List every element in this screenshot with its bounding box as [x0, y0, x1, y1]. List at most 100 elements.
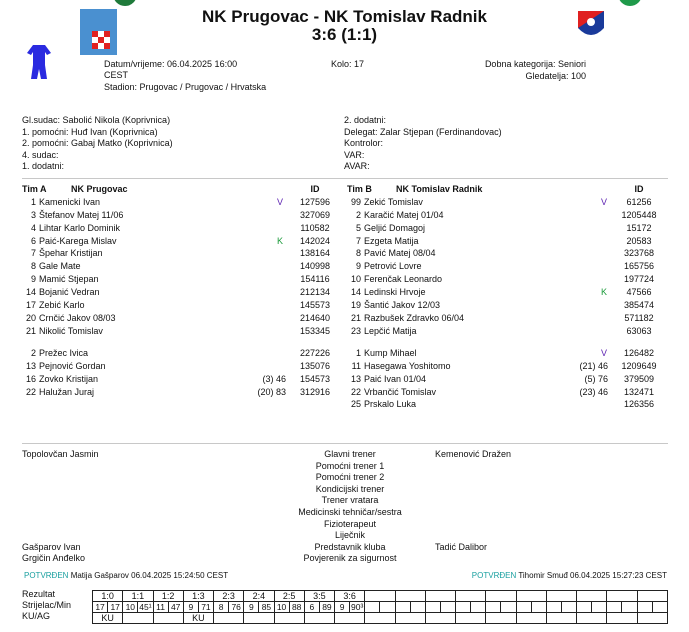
staff-role: Fizioterapeut	[323, 518, 377, 529]
player-row[interactable]: 6 Paić-Karega Mislav K 142024	[0, 236, 689, 248]
player-number: 17	[25, 299, 36, 310]
player-id: 323768	[623, 248, 655, 259]
player-name: Prskalo Luka	[364, 399, 417, 410]
player-row[interactable]: 1 Kamenicki Ivan V 127596	[0, 197, 689, 209]
player-row[interactable]: 9 Mamić Stjepan 154116	[0, 274, 689, 286]
match-stadium: Stadion: Prugovac / Prugovac / Hrvatska	[104, 82, 267, 92]
player-name: Razbušek Zdravko 06/04	[364, 312, 465, 323]
player-number: 7	[30, 248, 36, 259]
ku-ag-cell	[303, 612, 336, 624]
goal-minute	[653, 602, 667, 612]
staff-role: Glavni trener	[324, 449, 376, 459]
match-score: 3:6 (1:1)	[311, 25, 378, 44]
result-cell	[606, 590, 638, 602]
player-row[interactable]: 13 Paić Ivan 01/04 (5) 76 379509	[0, 374, 689, 386]
spectators: Gledatelja: 100	[525, 71, 586, 81]
player-row[interactable]: 7 Špehar Kristijan 138164	[0, 248, 689, 260]
scorer-number: 6	[305, 602, 320, 612]
player-id: 154116	[300, 274, 330, 285]
staff-role: Povjerenik za sigurnost	[303, 553, 397, 564]
match-timezone: CEST	[104, 70, 129, 80]
goals-label-result: Rezultat	[22, 589, 56, 599]
player-id: 1209649	[621, 360, 657, 371]
official-entry: 4. sudac:	[22, 149, 59, 160]
scorer-cell: 10 88	[273, 601, 305, 613]
player-row[interactable]: 11 Hasegawa Yoshitomo (21) 46 1209649	[0, 361, 689, 373]
scorer-cell	[515, 601, 547, 613]
player-name: Zovko Kristijan	[39, 373, 99, 384]
player-row[interactable]: 20 Crnčić Jakov 08/03 214640	[0, 313, 689, 325]
player-row[interactable]: 8 Gale Mate 140998	[0, 261, 689, 273]
player-row[interactable]: 1 Kump Mihael V 126482	[0, 348, 689, 360]
goal-minute: 90³	[351, 602, 364, 612]
player-name: Ferenčak Leonardo	[364, 274, 443, 285]
player-row[interactable]: 99 Zekić Tomislav V 61256	[0, 197, 689, 209]
player-row[interactable]: 22 Vrbančić Tomislav (23) 46 132471	[0, 387, 689, 399]
goal-minute	[592, 602, 606, 612]
ku-ag-cell	[485, 612, 517, 624]
player-number: 14	[350, 286, 361, 297]
official-entry: 1. pomoćni: Huđ Ivan (Koprivnica)	[22, 126, 158, 137]
player-id: 165756	[623, 261, 655, 272]
player-row[interactable]: 25 Prskalo Luka 126356	[0, 399, 689, 411]
player-row[interactable]: 17 Zebić Karlo 145573	[0, 300, 689, 312]
player-row[interactable]: 21 Razbušek Zdravko 06/04 571182	[0, 313, 689, 325]
confirmation-text: Matija Gašparov 06.04.2025 15:24:50 CEST	[70, 571, 229, 580]
scorer-cell: 9 85	[243, 601, 275, 613]
divider	[22, 178, 668, 179]
scorer-number: 10	[123, 602, 139, 612]
player-row[interactable]: 16 Zovko Kristijan (3) 46 154573	[0, 374, 689, 386]
player-name: Lihtar Karlo Dominik	[39, 222, 121, 233]
scorer-cell: 8 76	[212, 601, 245, 613]
ku-ag-cell	[636, 612, 668, 624]
result-cell	[364, 590, 396, 602]
goal-minute: 71	[201, 602, 211, 612]
scorer-number: 10	[275, 602, 290, 612]
player-number: 1	[355, 348, 361, 358]
player-row[interactable]: 3 Štefanov Matej 11/06 327069	[0, 210, 689, 222]
player-number: 2	[355, 209, 361, 220]
player-row[interactable]: 8 Pavić Matej 08/04 323768	[0, 248, 689, 260]
player-id: 1205448	[621, 209, 657, 220]
player-name: Petrović Lovre	[364, 261, 422, 272]
goal-minute	[562, 602, 576, 612]
player-row[interactable]: 21 Nikolić Tomislav 153345	[0, 326, 689, 338]
player-number: 7	[355, 235, 361, 246]
player-name: Mamić Stjepan	[39, 274, 99, 285]
staff-member-team-b: Kemenović Dražen	[435, 449, 512, 459]
scorer-number: 9	[244, 602, 260, 612]
result-cell	[394, 590, 426, 602]
player-id: 385474	[623, 299, 655, 310]
player-row[interactable]: 19 Šantić Jakov 12/03 385474	[0, 300, 689, 312]
player-number: 19	[350, 299, 361, 310]
player-name: Kump Mihael	[364, 348, 417, 358]
result-cell: 2:4	[243, 590, 275, 602]
player-row[interactable]: 10 Ferenčak Leonardo 197724	[0, 274, 689, 286]
ku-ag-cell	[575, 612, 608, 624]
player-number: 8	[355, 248, 361, 259]
match-datetime: Datum/vrijeme: 06.04.2025 16:00	[104, 59, 238, 69]
player-row[interactable]: 7 Ezgeta Matija 20583	[0, 236, 689, 248]
scorer-number	[607, 602, 623, 612]
player-row[interactable]: 13 Pejnović Gordan 135076	[0, 361, 689, 373]
player-row[interactable]: 14 Ledinski Hrvoje K 47566	[0, 287, 689, 299]
match-title: NK Prugovac - NK Tomislav Radnik	[202, 7, 487, 26]
player-row[interactable]: 9 Petrović Lovre 165756	[0, 261, 689, 273]
player-id: 61256	[626, 197, 652, 207]
confirmed-status: POTVRĐEN	[24, 571, 69, 580]
player-row[interactable]: 22 Halužan Juraj (20) 83 312916	[0, 387, 689, 399]
player-row[interactable]: 2 Karačić Matej 01/04 1205448	[0, 210, 689, 222]
match-round: Kolo: 17	[331, 59, 365, 69]
player-name: Štefanov Matej 11/06	[39, 209, 124, 220]
player-row[interactable]: 5 Geljić Domagoj 15172	[0, 223, 689, 235]
substitution-info: (3) 46	[262, 373, 286, 384]
federation-logo-left	[114, 0, 136, 6]
player-row[interactable]: 4 Lihtar Karlo Dominik 110582	[0, 223, 689, 235]
scorer-number	[577, 602, 593, 612]
staff-member-team-b: Tadić Dalibor	[435, 541, 488, 552]
ku-ag-cell	[454, 612, 487, 624]
player-row[interactable]: 23 Lepčić Matija 63063	[0, 326, 689, 338]
player-row[interactable]: 14 Bojanić Vedran 212134	[0, 287, 689, 299]
player-row[interactable]: 2 Prežec Ivica 227226	[0, 348, 689, 360]
scorer-row: 17 17 10 45¹ 11 47 9 71 8 76 9 85 10 88 6 89 9 90³	[91, 601, 668, 613]
